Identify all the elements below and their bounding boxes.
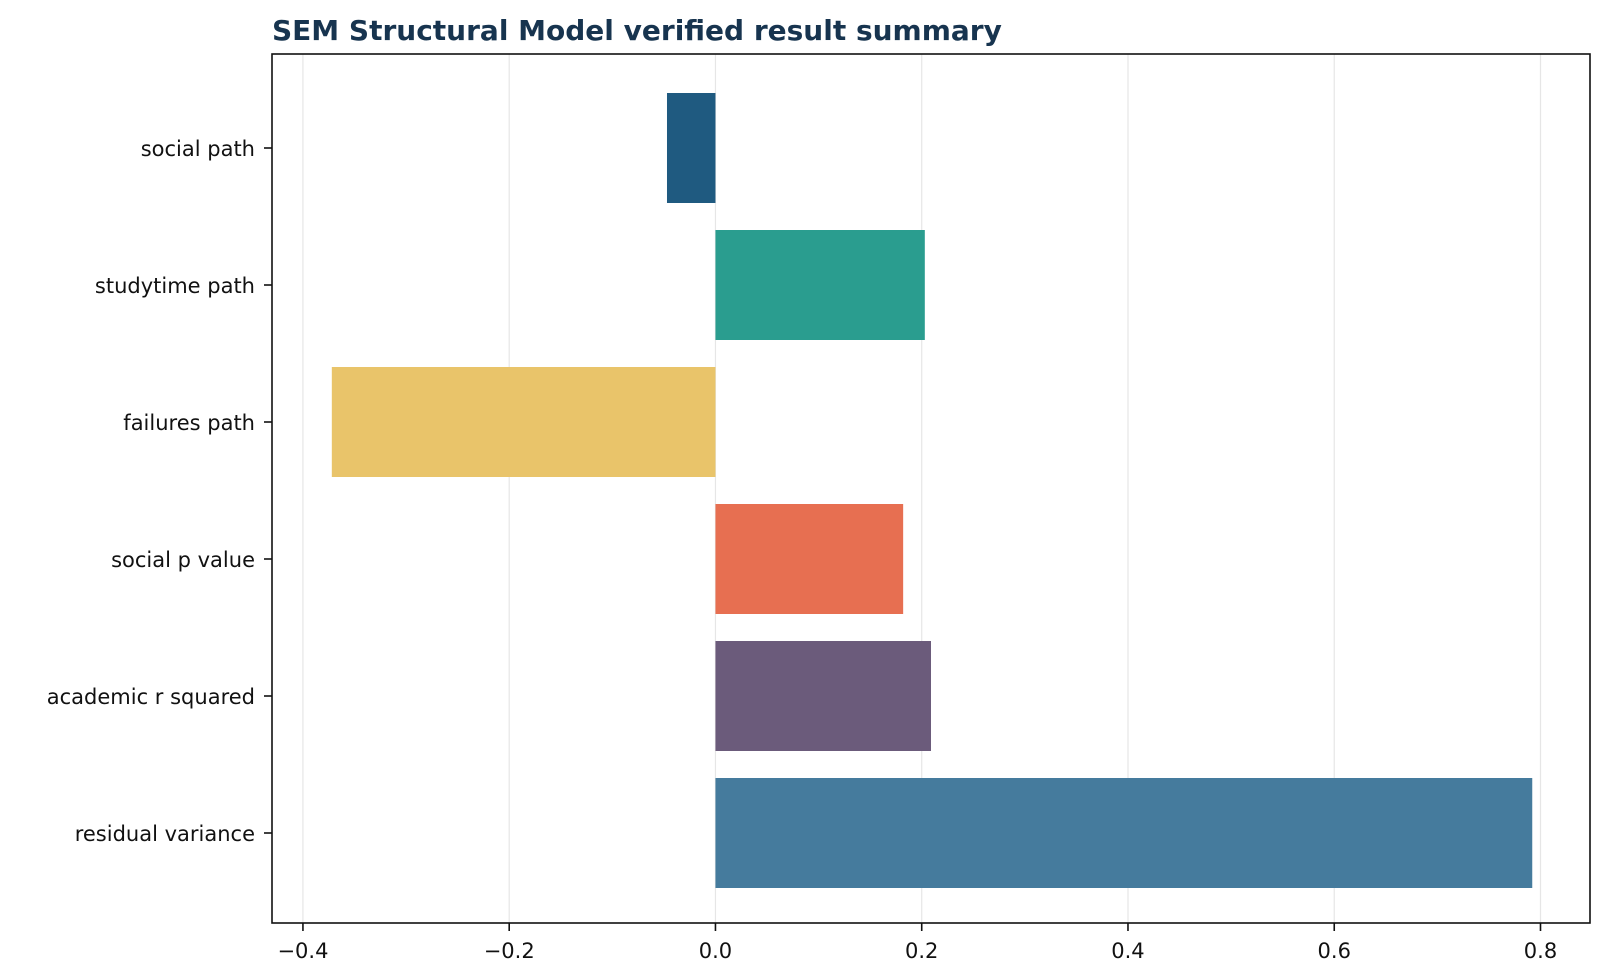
bar-social-path — [666, 93, 716, 203]
bar-academic-r-squared — [715, 641, 931, 751]
plot-frame — [271, 53, 1591, 924]
x-tick-label: 0.2 — [905, 939, 938, 963]
y-axis: social path studytime path failures path so… — [47, 137, 272, 846]
y-tick-label-academic-r-squared: academic r squared — [47, 685, 255, 709]
chart-title: SEM Structural Model verified result sum… — [272, 14, 1002, 47]
bars — [331, 93, 1533, 888]
x-axis: −0.4 −0.2 0.0 0.2 0.4 0.6 0.8 — [277, 923, 1557, 963]
x-tick-label: 0.8 — [1524, 939, 1557, 963]
y-tick-label-failures-path: failures path — [123, 411, 255, 435]
x-tick-label: −0.2 — [484, 939, 535, 963]
y-tick-label-residual-variance: residual variance — [75, 822, 255, 846]
y-tick-label-social-path: social path — [141, 137, 255, 161]
y-tick-label-studytime-path: studytime path — [95, 274, 255, 298]
bar-failures-path — [331, 367, 716, 477]
x-tick-label: 0.0 — [699, 939, 732, 963]
x-tick-label: −0.4 — [277, 939, 328, 963]
x-tick-label: 0.6 — [1318, 939, 1351, 963]
bar-residual-variance — [715, 778, 1533, 888]
bar-social-p-value — [715, 504, 904, 614]
bar-studytime-path — [715, 230, 925, 340]
y-tick-label-social-p-value: social p value — [111, 548, 255, 572]
x-tick-label: 0.4 — [1111, 939, 1144, 963]
